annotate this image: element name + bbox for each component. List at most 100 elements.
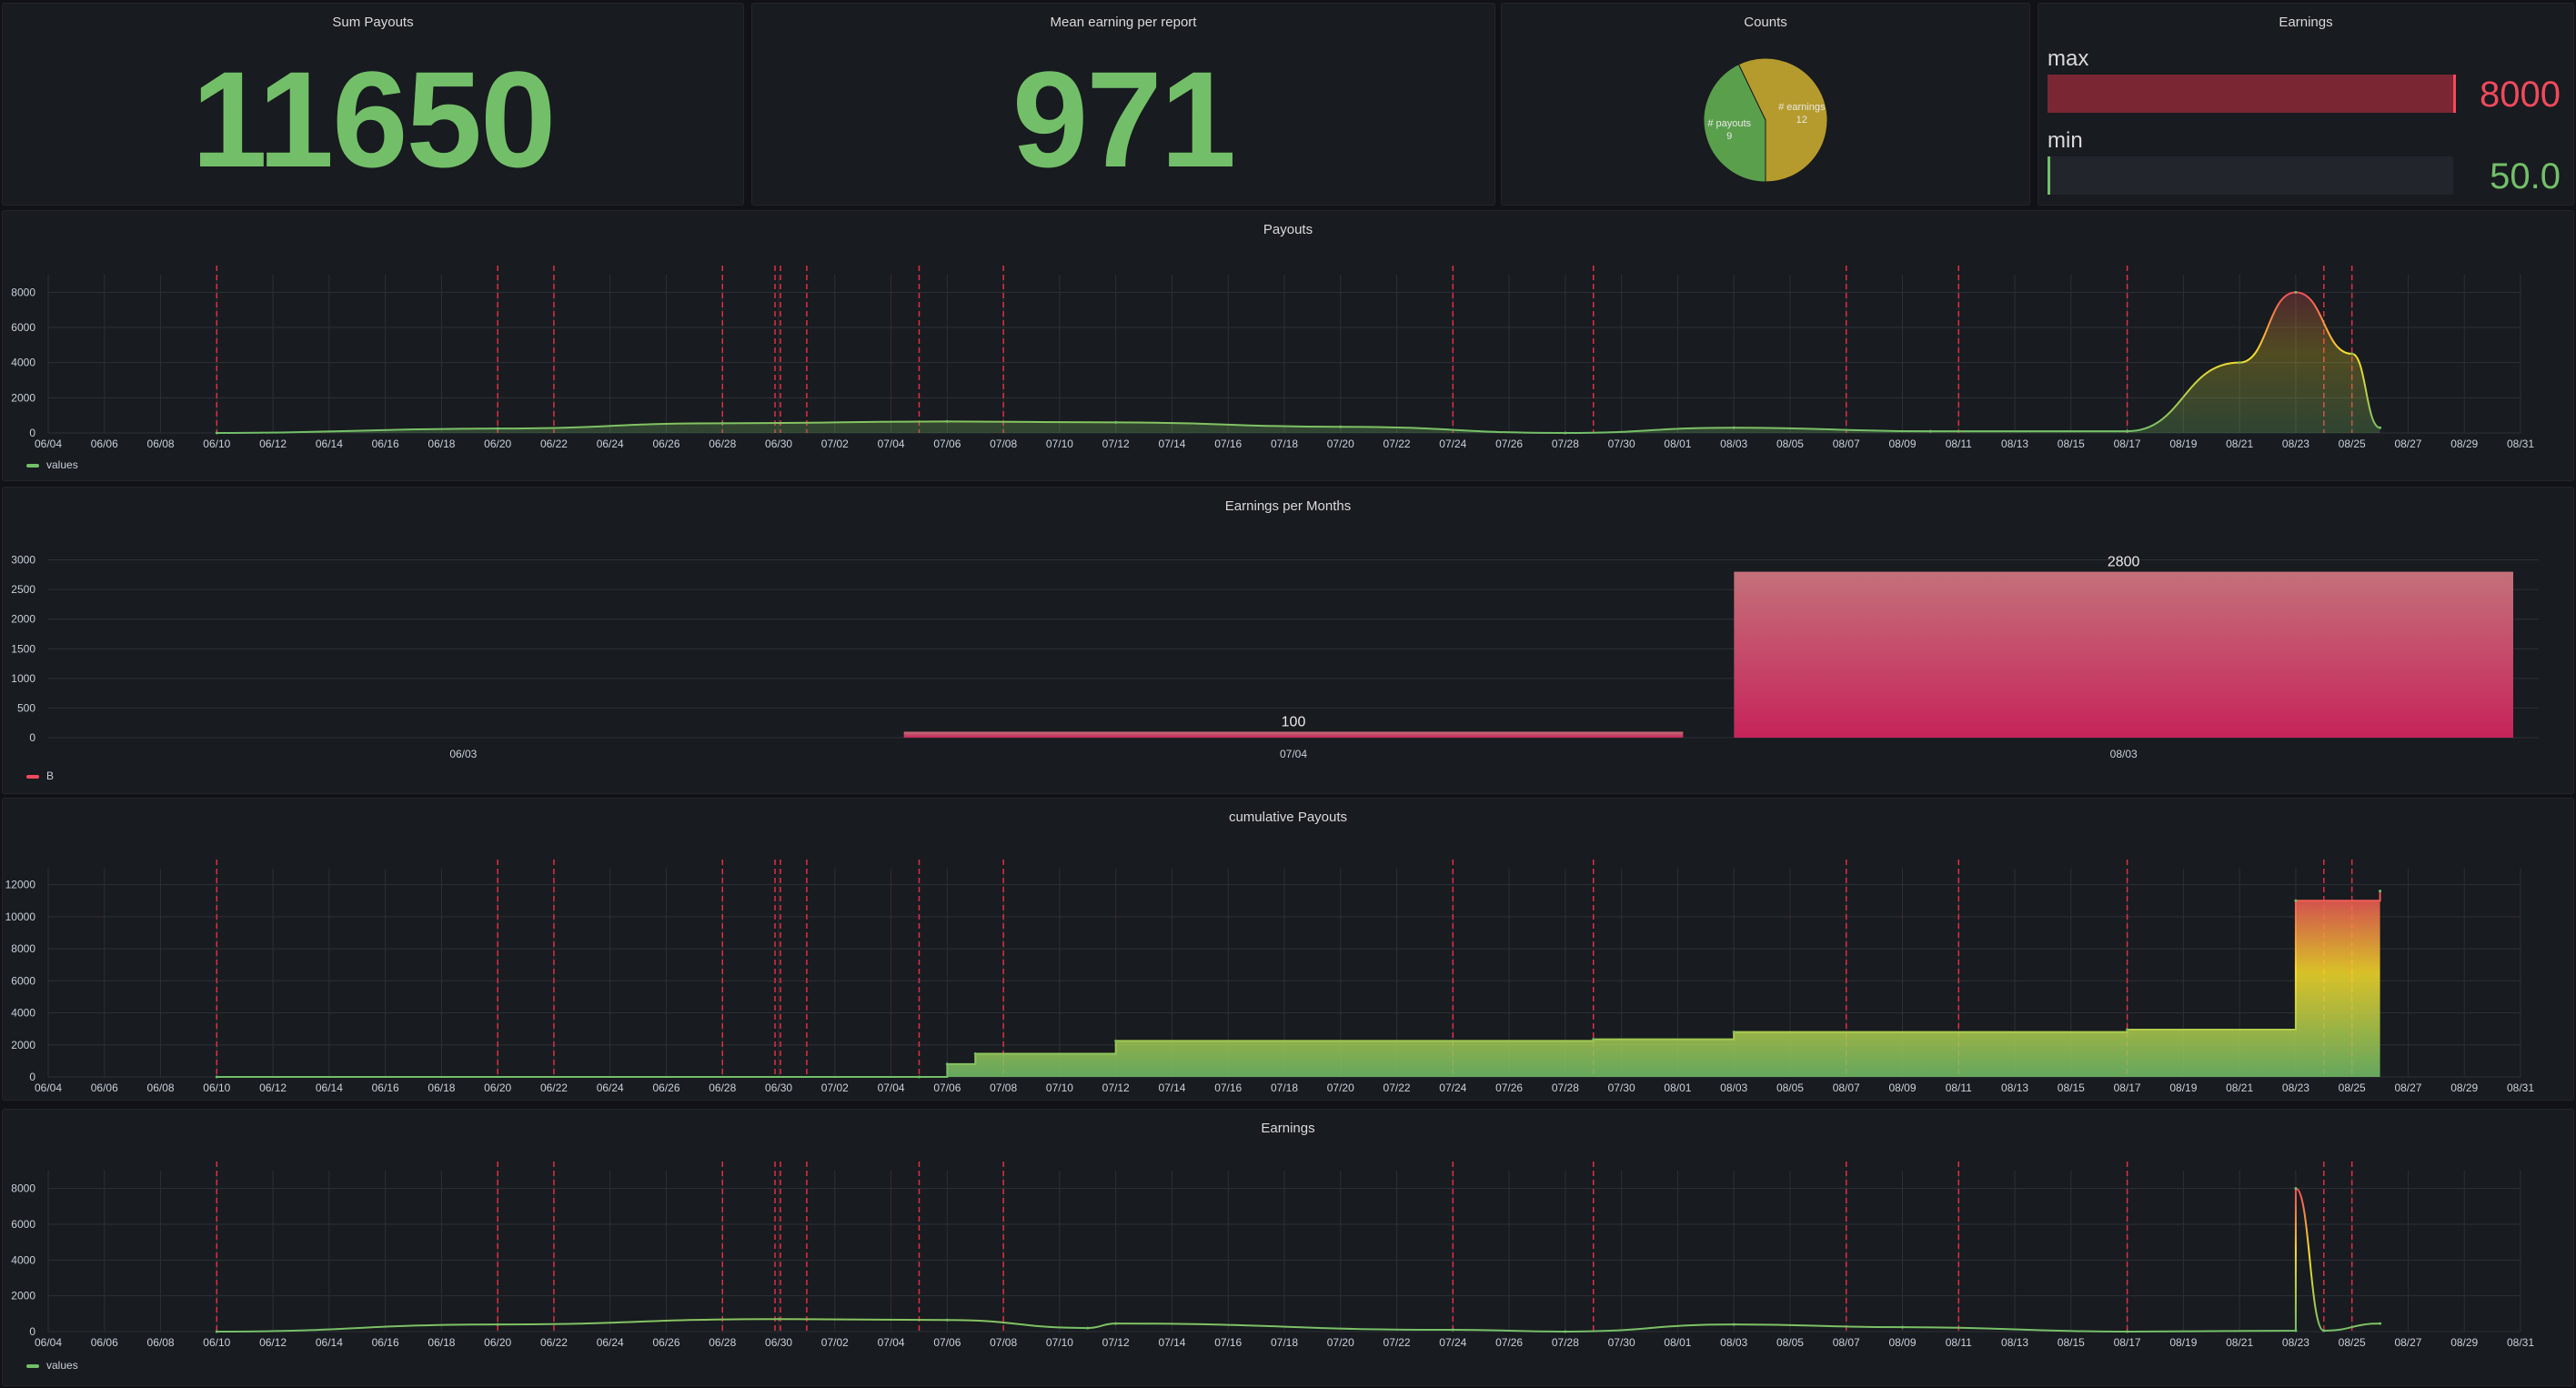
x-tick-label: 06/30 — [765, 1081, 792, 1094]
y-tick-label: 4000 — [11, 1253, 35, 1266]
x-tick-label: 08/03 — [1720, 1336, 1747, 1349]
earnings-per-months-chart[interactable]: 0 500 1000 1500 2000 2500 3000 06/03 100 07/04 280… — [3, 488, 2574, 794]
x-tick-label: 07/20 — [1327, 1336, 1354, 1349]
x-tick-label: 07/12 — [1102, 1081, 1130, 1094]
legend-item[interactable]: B — [26, 769, 54, 782]
legend-label: B — [46, 769, 55, 782]
payouts-panel[interactable]: Payouts 0 2000 4000 6000 8000 06/04 06/06 06/08… — [2, 210, 2574, 481]
data-point — [2126, 429, 2129, 433]
series-line — [216, 1187, 2380, 1333]
x-tick-label: 08/21 — [2226, 1081, 2253, 1094]
earnings-gauge-panel[interactable]: Earnings max 8000 min 50.0 — [2038, 3, 2574, 206]
y-tick-label: 6000 — [11, 321, 35, 334]
x-tick-label: 08/01 — [1664, 438, 1691, 450]
data-point — [917, 1075, 921, 1079]
x-tick-label: 08/17 — [2114, 438, 2141, 450]
data-point — [496, 427, 499, 430]
data-point — [1451, 1328, 1454, 1332]
counts-pie-chart[interactable]: # payouts 9 # earnings 12 — [1502, 4, 2030, 206]
x-tick-label: 07/06 — [933, 1336, 961, 1349]
legend-label: values — [46, 458, 78, 471]
x-tick-label: 07/24 — [1439, 438, 1466, 450]
x-tick-label: 07/28 — [1552, 438, 1579, 450]
y-tick-label: 0 — [29, 427, 35, 439]
x-tick-label: 07/22 — [1384, 1336, 1411, 1349]
data-point — [1564, 431, 1567, 435]
y-tick-label: 3000 — [11, 554, 35, 567]
x-tick-label: 08/25 — [2339, 438, 2366, 450]
x-tick-label: 07/08 — [990, 1081, 1017, 1094]
x-tick-label: 06/20 — [484, 1081, 511, 1094]
x-tick-label: 08/13 — [2001, 1336, 2028, 1349]
data-point — [2294, 1329, 2298, 1333]
earnings-chart[interactable]: 0 2000 4000 6000 8000 06/04 06/06 06/08 06/10 06/… — [3, 1110, 2574, 1386]
x-tick-label: 06/30 — [765, 438, 792, 450]
data-point — [1114, 1039, 1118, 1042]
x-tick-label: 08/09 — [1888, 1336, 1916, 1349]
legend-item[interactable]: values — [26, 1359, 78, 1372]
x-tick-label: 06/06 — [91, 438, 118, 450]
data-point — [945, 1062, 949, 1066]
x-tick-label: 08/27 — [2394, 1081, 2421, 1094]
panel-title: Sum Payouts — [332, 15, 414, 30]
x-tick-label: 07/30 — [1608, 1336, 1635, 1349]
x-tick-label: 07/16 — [1214, 438, 1242, 450]
data-point — [1564, 1330, 1567, 1333]
x-tick-label: 08/29 — [2450, 1336, 2478, 1349]
x-tick-label: 06/18 — [428, 438, 455, 450]
x-tick-label: 08/19 — [2169, 1081, 2197, 1094]
y-tick-label: 8000 — [11, 1182, 35, 1195]
y-tick-label: 8000 — [11, 942, 35, 955]
legend-item[interactable]: values — [26, 458, 78, 471]
x-tick-label: 06/28 — [709, 438, 736, 450]
x-tick-label: 06/06 — [91, 1081, 118, 1094]
data-point — [777, 1317, 780, 1321]
x-tick-label: 08/07 — [1833, 1081, 1860, 1094]
x-tick-label: 06/26 — [652, 1336, 679, 1349]
sum-payouts-panel[interactable]: Sum Payouts 11650 — [2, 3, 744, 206]
x-tick-label: 07/24 — [1439, 1336, 1466, 1349]
x-tick-label: 07/22 — [1384, 438, 1411, 450]
y-tick-label: 4000 — [11, 1007, 35, 1020]
x-tick-label: 07/12 — [1102, 1336, 1130, 1349]
data-point — [1114, 420, 1118, 424]
x-tick-label: 07/02 — [821, 1081, 849, 1094]
data-point — [2294, 1187, 2298, 1191]
mean-earning-panel[interactable]: Mean earning per report 971 — [751, 3, 1495, 206]
cumulative-payouts-chart[interactable]: 0 2000 4000 6000 8000 10000 12000 06/04 06/06 06/… — [3, 799, 2574, 1101]
panel-title: Earnings — [2279, 15, 2333, 30]
x-tick-label: 06/30 — [765, 1336, 792, 1349]
x-tick-label: 06/14 — [316, 1336, 343, 1349]
x-tick-label: 06/22 — [540, 1336, 568, 1349]
x-tick-label: 07/30 — [1608, 1081, 1635, 1094]
earnings-panel[interactable]: Earnings 0 2000 4000 6000 8000 06/04 06/06 06/0… — [2, 1109, 2574, 1386]
x-tick-label: 08/01 — [1664, 1336, 1691, 1349]
x-tick-label: 06/14 — [316, 438, 343, 450]
x-tick-label: 08/05 — [1776, 1081, 1804, 1094]
y-tick-label: 0 — [29, 1071, 35, 1083]
earnings-per-months-panel[interactable]: Earnings per Months 0 500 1000 1500 2000 2500… — [2, 487, 2574, 794]
payouts-chart[interactable]: 0 2000 4000 6000 8000 06/04 06/06 06/08 06/10 06/… — [3, 211, 2574, 481]
x-tick-label: 06/22 — [540, 438, 568, 450]
x-tick-label: 07/20 — [1327, 438, 1354, 450]
x-tick-label: 07/08 — [990, 1336, 1017, 1349]
x-tick-label: 07/30 — [1608, 438, 1635, 450]
x-tick-label: 06/28 — [709, 1336, 736, 1349]
data-point — [1339, 425, 1343, 428]
x-tick-label: 06/18 — [428, 1081, 455, 1094]
x-tick-label: 06/12 — [259, 438, 287, 450]
counts-panel[interactable]: Counts # payouts 9 # earnings 12 — [1501, 3, 2030, 206]
x-tick-label: 08/17 — [2114, 1081, 2141, 1094]
x-tick-label: 07/02 — [821, 1336, 849, 1349]
y-tick-label: 2000 — [11, 613, 35, 626]
x-tick-label: 06/24 — [597, 438, 624, 450]
data-point — [2379, 1322, 2382, 1325]
data-point — [2126, 1330, 2129, 1333]
cumulative-payouts-panel[interactable]: cumulative Payouts 0 2000 4000 6000 8000 1000… — [2, 798, 2574, 1101]
x-tick-label: 07/22 — [1384, 1081, 1411, 1094]
pie-slice-value: 12 — [1796, 115, 1807, 126]
x-tick-label: 07/14 — [1158, 1081, 1185, 1094]
panel-title: Mean earning per report — [1050, 15, 1197, 30]
data-point — [215, 1075, 218, 1079]
gauge-min-label: min — [2048, 128, 2083, 153]
